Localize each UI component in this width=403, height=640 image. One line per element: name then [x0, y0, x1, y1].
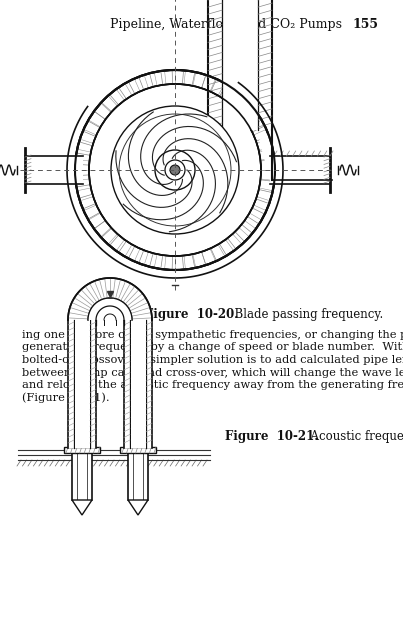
Text: bolted-on crossover a simpler solution is to add calculated pipe length: bolted-on crossover a simpler solution i… — [22, 355, 403, 365]
Polygon shape — [128, 500, 148, 515]
Polygon shape — [88, 298, 132, 320]
Text: generating frequency by a change of speed or blade number.  With a: generating frequency by a change of spee… — [22, 342, 403, 353]
Polygon shape — [222, 0, 258, 130]
Text: between pump case and cross-over, which will change the wave length: between pump case and cross-over, which … — [22, 367, 403, 378]
Text: Blade passing frequency.: Blade passing frequency. — [227, 308, 383, 321]
Circle shape — [111, 106, 239, 234]
Circle shape — [155, 150, 195, 190]
Circle shape — [89, 84, 261, 256]
Polygon shape — [259, 130, 330, 184]
Polygon shape — [90, 320, 96, 448]
Polygon shape — [131, 320, 145, 448]
Polygon shape — [68, 320, 74, 448]
Circle shape — [165, 160, 185, 180]
Text: ing one or more of the sympathetic frequencies, or changing the pump: ing one or more of the sympathetic frequ… — [22, 330, 403, 340]
Text: 155: 155 — [352, 18, 378, 31]
Text: Acoustic frequency.: Acoustic frequency. — [303, 430, 403, 443]
Polygon shape — [72, 500, 92, 515]
Text: Pipeline, Waterflood and CO₂ Pumps: Pipeline, Waterflood and CO₂ Pumps — [110, 18, 342, 31]
Polygon shape — [270, 156, 330, 184]
Text: Figure  10-21.: Figure 10-21. — [225, 430, 318, 443]
Circle shape — [90, 85, 260, 255]
Polygon shape — [72, 445, 92, 500]
Polygon shape — [128, 445, 148, 500]
Text: Figure  10-20.: Figure 10-20. — [145, 308, 239, 321]
Polygon shape — [75, 320, 89, 448]
Polygon shape — [68, 278, 152, 320]
Polygon shape — [120, 447, 156, 453]
Polygon shape — [96, 306, 124, 320]
Text: (Figure 10-21).: (Figure 10-21). — [22, 392, 110, 403]
Polygon shape — [25, 156, 83, 184]
Polygon shape — [124, 320, 130, 448]
Circle shape — [75, 70, 275, 270]
Polygon shape — [64, 447, 100, 453]
Polygon shape — [146, 320, 152, 448]
Text: and relocate the acoustic frequency away from the generating frequency: and relocate the acoustic frequency away… — [22, 380, 403, 390]
Circle shape — [170, 165, 180, 175]
